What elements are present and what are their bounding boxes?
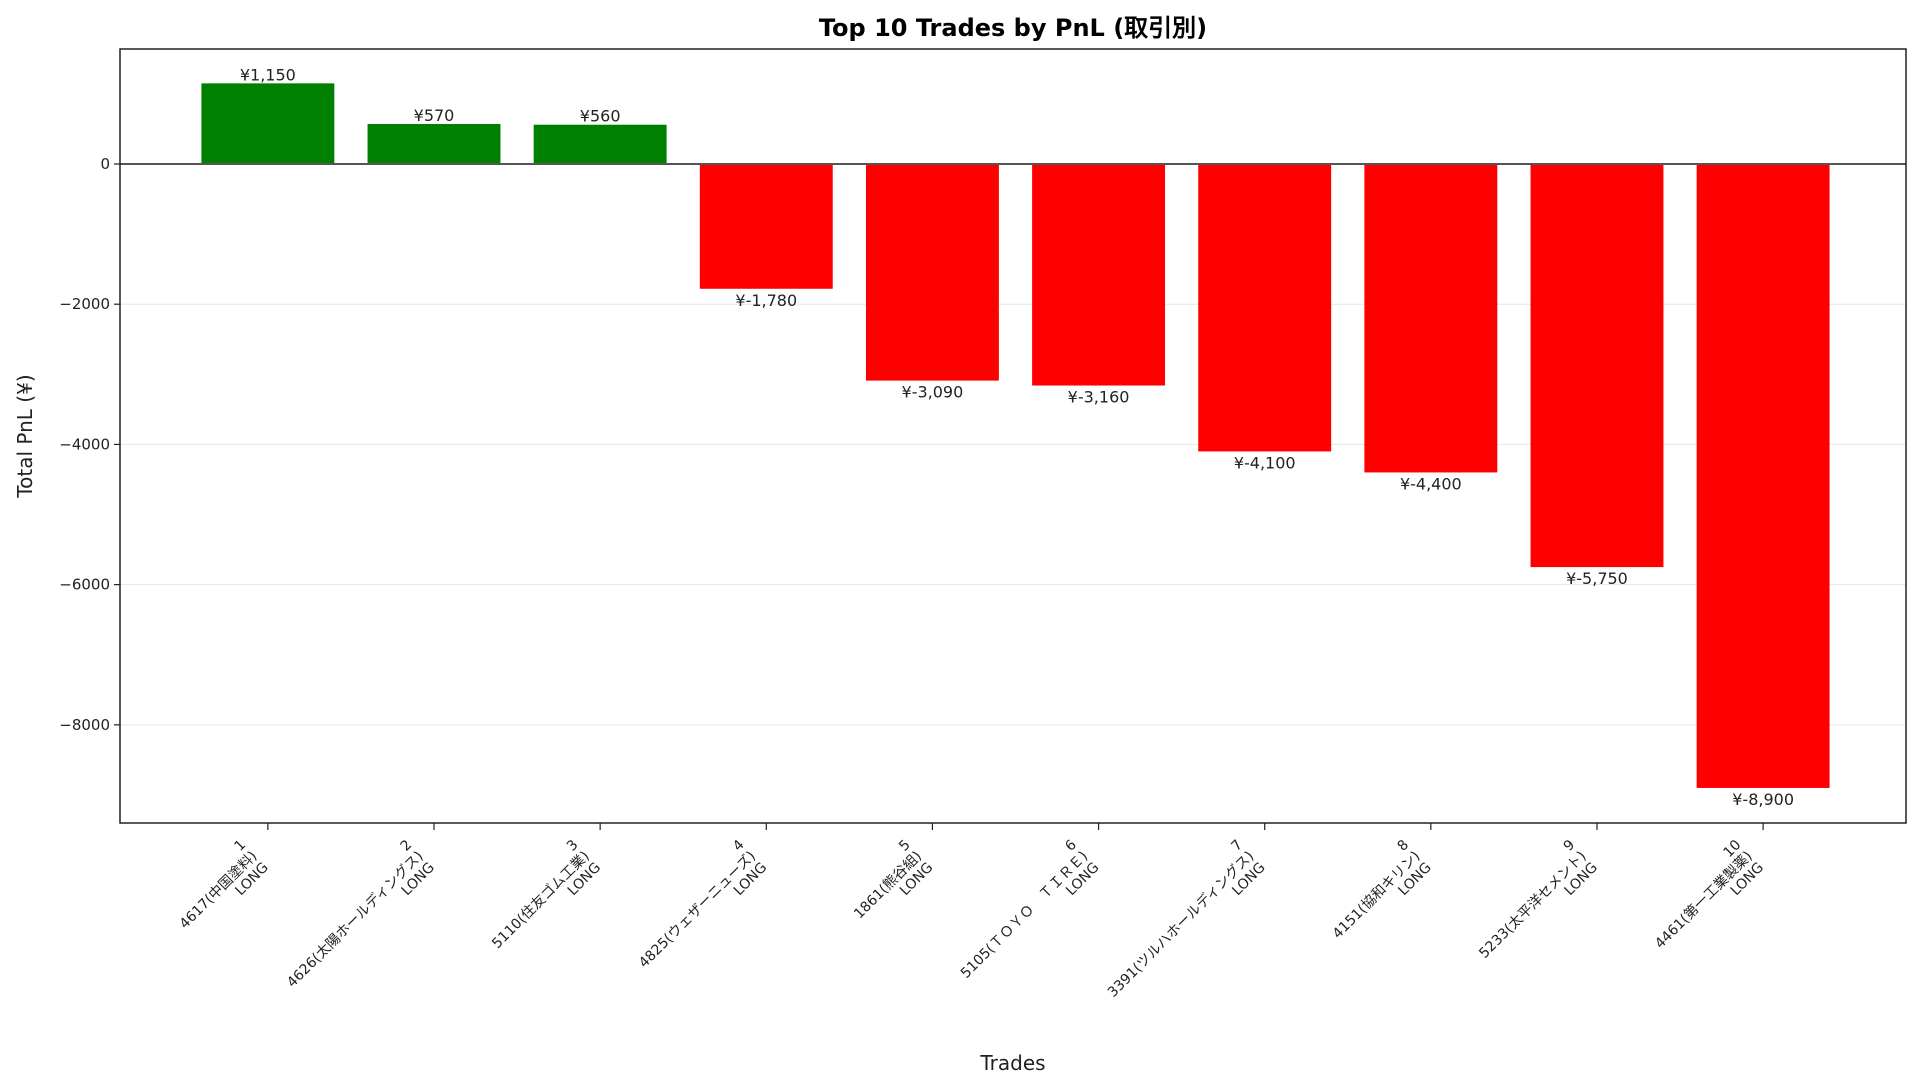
bars — [120, 83, 1906, 788]
bar — [1198, 163, 1332, 452]
x-tick-label-text: 95233(太平洋セメント)LONG — [1465, 837, 1601, 973]
x-tick-label: 51861(熊谷組)LONG — [840, 837, 937, 934]
x-tick-label-text: 51861(熊谷組)LONG — [840, 837, 937, 934]
value-label: ¥-5,750 — [1566, 569, 1628, 588]
y-axis-label: Total PnL (¥) — [13, 374, 37, 498]
y-tick-label: −6000 — [59, 576, 110, 594]
y-tick-label: −4000 — [59, 435, 110, 453]
x-tick-label-text: 65105(ＴＯＹＯ ＴＩＲＥ)LONG — [947, 837, 1103, 993]
x-tick-label: 14617(中国塗料)LONG — [165, 837, 272, 943]
value-label: ¥-3,090 — [902, 383, 964, 402]
x-tick-label-line: 4461(第一工業製薬) — [1651, 848, 1755, 952]
x-tick-label: 24626(太陽ホールディングス)LONG — [273, 837, 438, 1002]
value-label: ¥1,150 — [240, 65, 296, 84]
value-labels: ¥1,150 ¥570 ¥560 ¥-1,780 ¥-3,090 ¥-3,160 ¥-4,1… — [240, 65, 1794, 809]
y-tick-label: 0 — [100, 155, 110, 173]
bar — [1364, 163, 1498, 473]
value-label: ¥-1,780 — [735, 291, 797, 310]
x-tick-label-text: 104461(第一工業製薬)LONG — [1641, 837, 1767, 963]
x-tick-label: 73391(ツルハホールディングス)LONG — [1094, 837, 1269, 1012]
x-tick-label-line: 5110(住友ゴム工業) — [488, 848, 592, 952]
y-tick-label: −2000 — [59, 295, 110, 313]
x-tick-label-text: 35110(住友ゴム工業)LONG — [478, 837, 604, 963]
value-label: ¥570 — [414, 106, 455, 125]
x-tick-label-line: 5233(太平洋セメント) — [1476, 848, 1589, 961]
x-tick-label: 44825(ウェザーニューズ)LONG — [625, 837, 771, 983]
x-tick-label: 95233(太平洋セメント)LONG — [1465, 837, 1601, 973]
x-tick-label-line: 4626(太陽ホールディングス) — [283, 848, 426, 991]
x-tick-label: 84151(協和キリン)LONG — [1318, 837, 1435, 953]
chart-title: Top 10 Trades by PnL (取引別) — [819, 14, 1207, 42]
x-tick-label: 65105(ＴＯＹＯ ＴＩＲＥ)LONG — [947, 837, 1103, 993]
bar — [367, 124, 501, 164]
x-tick-label-text: 24626(太陽ホールディングス)LONG — [273, 837, 438, 1002]
x-tick-label: 35110(住友ゴム工業)LONG — [478, 837, 604, 963]
x-tick-label: 104461(第一工業製薬)LONG — [1641, 837, 1767, 963]
bar — [201, 83, 335, 164]
x-tick-label-text: 84151(協和キリン)LONG — [1318, 837, 1434, 953]
plot-frame — [119, 48, 1907, 824]
x-tick-label-text: 14617(中国塗料)LONG — [165, 837, 271, 943]
bar — [699, 163, 833, 289]
value-label: ¥-8,900 — [1732, 790, 1794, 809]
value-label: ¥-4,100 — [1234, 453, 1296, 472]
x-axis-label: Trades — [979, 1051, 1045, 1075]
value-label: ¥-3,160 — [1068, 388, 1130, 407]
bar — [533, 124, 667, 164]
x-tick-label-line: 5105(ＴＯＹＯ ＴＩＲＥ) — [958, 848, 1091, 981]
value-label: ¥560 — [580, 107, 621, 126]
bar — [1530, 163, 1664, 568]
x-tick-label-line: 3391(ツルハホールディングス) — [1104, 848, 1257, 1001]
x-tick-label-text: 44825(ウェザーニューズ)LONG — [625, 837, 771, 983]
bar — [1696, 163, 1830, 788]
x-tick-label-text: 73391(ツルハホールディングス)LONG — [1094, 837, 1269, 1012]
value-label: ¥-4,400 — [1400, 474, 1462, 493]
x-tick-label-line: 4825(ウェザーニューズ) — [636, 848, 759, 971]
bar — [865, 163, 999, 381]
y-axis: 0 −2000 −4000 −6000 −8000 — [59, 155, 120, 734]
bar — [1032, 163, 1166, 386]
y-tick-label: −8000 — [59, 716, 110, 734]
